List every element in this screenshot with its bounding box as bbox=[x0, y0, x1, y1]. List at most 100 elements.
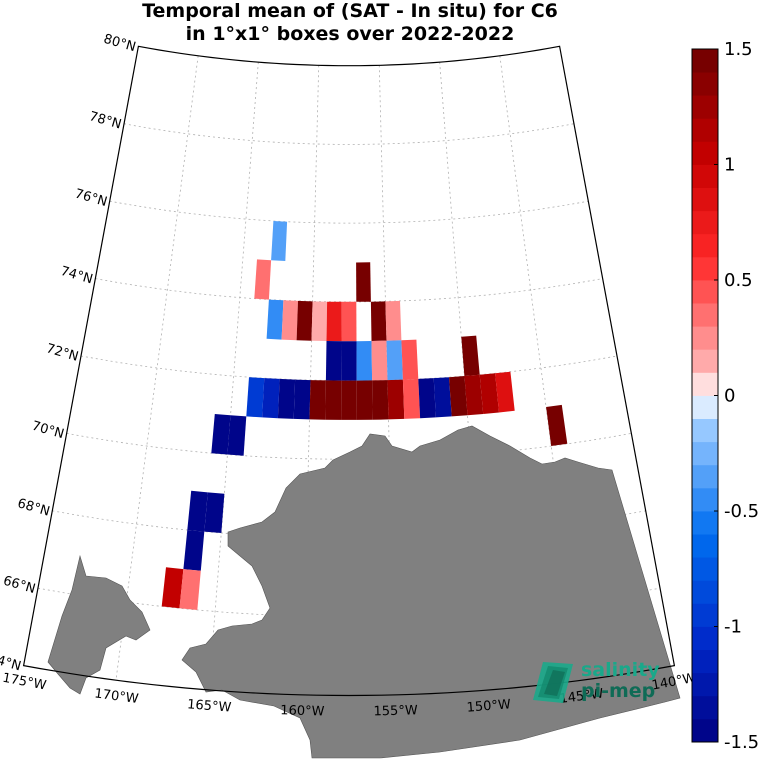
data-box bbox=[401, 339, 419, 380]
data-box bbox=[271, 221, 288, 261]
data-box bbox=[183, 530, 205, 571]
data-box bbox=[449, 376, 468, 417]
colorbar-level bbox=[692, 580, 718, 604]
colorbar-level bbox=[692, 72, 718, 96]
data-box bbox=[341, 301, 357, 342]
data-box bbox=[161, 567, 184, 609]
frame-outline bbox=[22, 45, 676, 697]
lat-label: 70°N bbox=[30, 419, 66, 442]
title-line2: in 1°x1° boxes over 2022-2022 bbox=[185, 23, 515, 45]
data-box bbox=[293, 379, 311, 420]
lon-label: 170°W bbox=[94, 686, 140, 707]
colorbar-level bbox=[692, 118, 718, 142]
data-box bbox=[386, 340, 403, 381]
data-box bbox=[254, 259, 272, 300]
data-box bbox=[262, 378, 280, 419]
colorbar-level bbox=[692, 210, 718, 235]
colorbar-level bbox=[692, 349, 718, 373]
lat-label: 72°N bbox=[44, 341, 80, 364]
data-boxes bbox=[161, 221, 568, 610]
lon-label: 155°W bbox=[373, 703, 418, 719]
lat-label: 74°N bbox=[59, 264, 95, 287]
lon-label: 150°W bbox=[466, 697, 511, 715]
lon-label: 165°W bbox=[187, 697, 232, 715]
colorbar-tick-label: 0 bbox=[724, 386, 735, 407]
data-box bbox=[341, 341, 357, 381]
data-box bbox=[402, 378, 421, 419]
data-box bbox=[325, 380, 342, 420]
data-box bbox=[281, 300, 298, 341]
colorbar-tick-label: -0.5 bbox=[724, 501, 759, 522]
logo-icon bbox=[533, 662, 573, 703]
data-box bbox=[546, 404, 568, 446]
map-border bbox=[22, 45, 676, 697]
colorbar-level bbox=[692, 418, 718, 443]
colorbar-level bbox=[692, 441, 718, 466]
data-box bbox=[387, 379, 405, 420]
colorbar-level bbox=[692, 534, 718, 558]
data-box bbox=[325, 341, 342, 381]
data-box bbox=[211, 414, 231, 455]
colorbar-level bbox=[692, 372, 718, 396]
data-box bbox=[309, 380, 326, 420]
colorbar-level bbox=[692, 233, 718, 258]
colorbar-level bbox=[692, 280, 718, 304]
colorbar-level bbox=[692, 326, 718, 350]
data-box bbox=[179, 569, 201, 610]
colorbar-tick-label: -1 bbox=[724, 617, 742, 638]
colorbar: 1.5 1 0.5 0 -0.5 -1 -1.5 bbox=[691, 39, 759, 753]
colorbar-level bbox=[692, 49, 718, 73]
pi-mep-logo: salinity pi-mep bbox=[533, 659, 660, 703]
colorbar-level bbox=[692, 511, 718, 535]
colorbar-tick-label: 1.5 bbox=[724, 39, 753, 60]
data-box bbox=[356, 380, 373, 420]
lon-label: 175°W bbox=[1, 671, 47, 694]
colorbar-level bbox=[692, 695, 718, 720]
lat-label: 68°N bbox=[16, 496, 52, 519]
data-box bbox=[204, 492, 225, 533]
data-box bbox=[277, 378, 296, 419]
colorbar-level bbox=[692, 603, 718, 627]
data-box bbox=[433, 377, 452, 418]
colorbar-tick-label: 0.5 bbox=[724, 270, 753, 291]
colorbar-tick-label: 1 bbox=[724, 155, 735, 176]
colorbar-level bbox=[692, 256, 718, 281]
data-box bbox=[418, 378, 436, 419]
data-box bbox=[246, 377, 265, 418]
land-chukotka bbox=[47, 554, 151, 695]
colorbar-level bbox=[692, 649, 718, 674]
lat-label: 78°N bbox=[87, 109, 123, 132]
colorbar-level bbox=[692, 718, 718, 743]
data-box bbox=[461, 335, 480, 376]
data-box bbox=[227, 415, 247, 456]
data-box bbox=[371, 340, 388, 381]
colorbar-level bbox=[692, 557, 718, 581]
data-box bbox=[370, 301, 387, 341]
colorbar-level bbox=[692, 487, 718, 512]
logo-line1: salinity bbox=[581, 659, 660, 681]
colorbar-level bbox=[692, 141, 718, 165]
data-box bbox=[341, 380, 357, 420]
logo-line2: pi-mep bbox=[581, 680, 655, 702]
colorbar-level bbox=[692, 303, 718, 327]
data-box bbox=[266, 299, 284, 340]
data-box bbox=[372, 380, 389, 420]
lon-label: 145°W bbox=[559, 686, 605, 707]
data-box bbox=[356, 262, 371, 302]
data-box bbox=[296, 300, 313, 341]
data-box bbox=[356, 341, 373, 381]
colorbar-level bbox=[692, 187, 718, 212]
map-title: Temporal mean of (SAT - In situ) for C6 … bbox=[0, 0, 700, 46]
colorbar-level bbox=[692, 95, 718, 119]
parallel-line bbox=[123, 123, 575, 145]
data-box bbox=[464, 374, 484, 416]
title-line1: Temporal mean of (SAT - In situ) for C6 bbox=[142, 0, 558, 22]
colorbar-level bbox=[692, 164, 718, 188]
colorbar-tick-label: -1.5 bbox=[724, 732, 759, 753]
lon-label: 160°W bbox=[280, 703, 325, 719]
colorbar-level bbox=[692, 626, 718, 650]
data-box bbox=[326, 301, 342, 342]
data-box bbox=[311, 301, 328, 341]
data-box bbox=[385, 300, 402, 341]
